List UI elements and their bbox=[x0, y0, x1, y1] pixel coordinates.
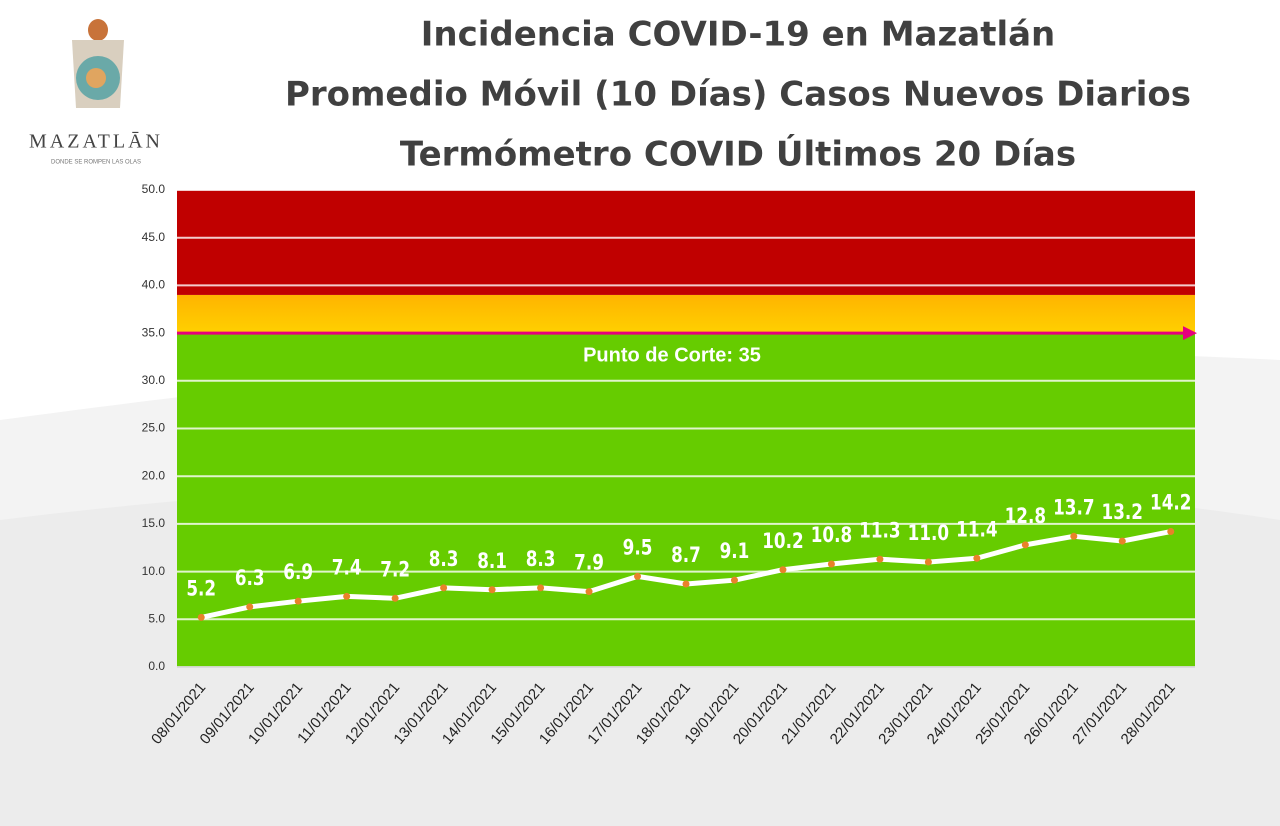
y-tick-label: 5.0 bbox=[148, 611, 165, 625]
data-point bbox=[585, 588, 593, 596]
zone bbox=[177, 190, 1195, 295]
data-label: 11.3 bbox=[859, 518, 900, 542]
data-point bbox=[343, 592, 351, 600]
data-label: 8.7 bbox=[671, 543, 701, 567]
data-label: 6.3 bbox=[235, 566, 265, 590]
data-point bbox=[682, 580, 690, 588]
y-tick-label: 30.0 bbox=[142, 373, 166, 387]
data-label: 13.7 bbox=[1053, 496, 1094, 520]
data-label: 11.4 bbox=[956, 518, 997, 542]
data-label: 7.4 bbox=[332, 556, 362, 580]
data-point bbox=[1167, 528, 1175, 536]
data-label: 10.2 bbox=[762, 529, 803, 553]
data-point bbox=[391, 594, 399, 602]
y-tick-label: 50.0 bbox=[142, 182, 166, 196]
data-point bbox=[827, 560, 835, 568]
data-label: 10.8 bbox=[811, 523, 852, 547]
data-point bbox=[537, 584, 545, 592]
data-label: 14.2 bbox=[1150, 491, 1191, 515]
title: Promedio Móvil (10 Días) Casos Nuevos Di… bbox=[285, 75, 1191, 115]
y-tick-label: 10.0 bbox=[142, 564, 166, 578]
y-tick-label: 15.0 bbox=[142, 516, 166, 530]
data-point bbox=[634, 572, 642, 580]
y-tick-label: 25.0 bbox=[142, 421, 166, 435]
y-tick-label: 45.0 bbox=[142, 230, 166, 244]
data-point bbox=[1070, 532, 1078, 540]
y-tick-label: 40.0 bbox=[142, 278, 166, 292]
data-label: 9.1 bbox=[720, 539, 750, 563]
data-label: 7.9 bbox=[574, 551, 604, 575]
title: Incidencia COVID-19 en Mazatlán bbox=[421, 15, 1056, 55]
data-label: 11.0 bbox=[908, 521, 949, 545]
title: Termómetro COVID Últimos 20 Días bbox=[400, 134, 1076, 175]
data-point bbox=[779, 566, 787, 574]
logo-tagline: DONDE SE ROMPEN LAS OLAS bbox=[51, 160, 141, 166]
data-point bbox=[294, 597, 302, 605]
data-label: 6.9 bbox=[283, 560, 313, 584]
data-point bbox=[440, 584, 448, 592]
data-point bbox=[246, 603, 254, 611]
y-tick-label: 35.0 bbox=[142, 325, 166, 339]
threshold-label: Punto de Corte: 35 bbox=[583, 344, 761, 366]
y-tick-label: 20.0 bbox=[142, 468, 166, 482]
data-label: 9.5 bbox=[623, 536, 653, 560]
data-label: 7.2 bbox=[380, 558, 410, 582]
data-point bbox=[197, 613, 205, 621]
data-label: 8.3 bbox=[526, 547, 556, 571]
data-point bbox=[1021, 541, 1029, 549]
zone bbox=[177, 333, 1195, 667]
zone bbox=[177, 294, 1195, 334]
threshold-arrow bbox=[1183, 326, 1197, 341]
data-label: 8.3 bbox=[429, 547, 459, 571]
data-point bbox=[1118, 537, 1126, 545]
data-point bbox=[488, 586, 496, 594]
data-label: 8.1 bbox=[477, 549, 507, 573]
logo: MAZATLĀN DONDE SE ROMPEN LAS OLAS bbox=[29, 19, 163, 166]
data-point bbox=[730, 576, 738, 584]
data-label: 5.2 bbox=[186, 577, 216, 601]
y-tick-label: 0.0 bbox=[148, 659, 165, 673]
logo-name: MAZATLĀN bbox=[29, 131, 163, 153]
data-point bbox=[973, 554, 981, 562]
data-label: 13.2 bbox=[1102, 500, 1143, 524]
data-point bbox=[876, 555, 884, 563]
data-label: 12.8 bbox=[1005, 504, 1046, 528]
data-point bbox=[924, 558, 932, 566]
